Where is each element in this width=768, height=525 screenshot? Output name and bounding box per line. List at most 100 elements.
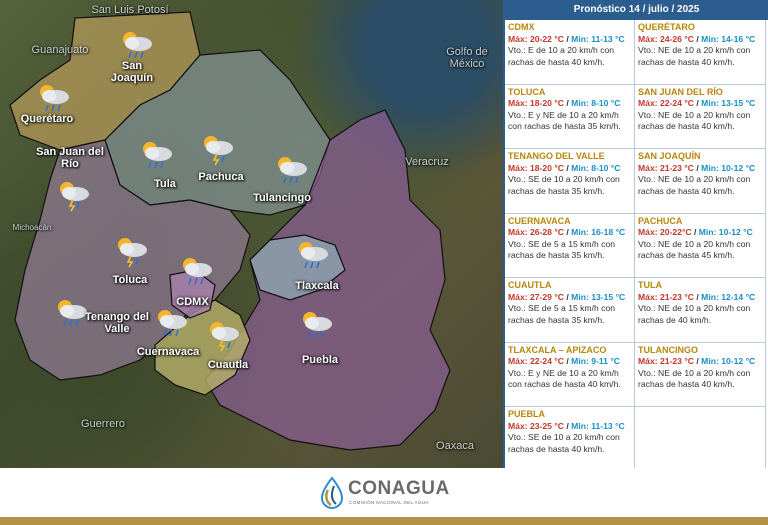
city-name: TLAXCALA – APIZACO [508, 344, 607, 355]
max-temp: Máx: 26-28 °C [508, 227, 564, 237]
label-guerrero: Guerrero [80, 418, 126, 430]
min-temp: Min: 11-13 °C [571, 33, 625, 44]
city-label-toluca: Toluca [112, 274, 148, 286]
forecast-cell: TOLUCA Máx: 18-20 °C / Min: 8-10 °C Vto.: … [505, 84, 635, 149]
temp-separator: / [563, 98, 572, 108]
city-name: CUAUTLA [508, 280, 552, 290]
temperature-line: Máx: 27-29 °C / Min: 13-15 °C [508, 292, 631, 304]
wind-text: Vto.: NE de 10 a 20 km/h con rachas de h… [638, 367, 751, 390]
max-temp: Máx: 20-22°C [638, 227, 692, 237]
weather-icon-san-joaquin [123, 32, 152, 59]
footer-gold-bar [0, 517, 768, 525]
city-name: PACHUCA [638, 215, 683, 226]
forecast-cell: TULANCINGO Máx: 21-23 °C / Min: 10-12 °C V… [635, 342, 766, 407]
forecast-cell: TLAXCALA – APIZACO Máx: 22-24 °C / Min: 9… [505, 342, 635, 407]
region-hidalgo [104, 49, 331, 216]
min-temp: Min: 10-12 °C [701, 162, 756, 173]
water-drop-icon [320, 476, 344, 510]
temperature-line: Máx: 21-23 °C / Min: 10-12 °C [638, 163, 762, 175]
wind-text: Vto.: SE de 10 a 20 km/h con rachas de h… [508, 174, 620, 196]
label-golfo: Golfo de México [446, 46, 488, 70]
temp-separator: / [563, 420, 572, 431]
city-name: PUEBLA [508, 409, 546, 419]
weather-icon-tula [143, 142, 172, 169]
temperature-line: Máx: 20-22 °C / Min: 11-13 °C [508, 34, 631, 46]
forecast-cell: PACHUCA Máx: 20-22°C / Min: 10-12 °C Vto.:… [635, 213, 766, 278]
temperature-line: Máx: 26-28 °C / Min: 16-18 °C [508, 227, 631, 239]
weather-icon-queretaro [40, 85, 69, 112]
logo-text: CONAGUA [348, 478, 450, 499]
city-name: TULA [638, 280, 662, 290]
min-temp: Min: 13-15 °C [701, 98, 756, 108]
wind-text: Vto.: E y NE de 10 a 20 km/h con rachas … [508, 367, 621, 390]
footer: CONAGUA COMISIÓN NACIONAL DEL AGUA [0, 468, 768, 525]
max-temp: Máx: 23-25 °C [508, 420, 564, 431]
wind-text: Vto.: E de 10 a 20 km/h con rachas de ha… [508, 45, 615, 67]
temp-separator: / [563, 291, 572, 302]
max-temp: Máx: 18-20 °C [508, 98, 564, 108]
wind-text: Vto.: SE de 5 a 15 km/h con rachas de ha… [508, 303, 616, 325]
max-temp: Máx: 22-24 °C [508, 356, 564, 366]
max-temp: Máx: 21-23 °C [638, 162, 694, 173]
forecast-cell: TULA Máx: 21-23 °C / Min: 12-14 °C Vto.: N… [635, 278, 766, 343]
label-oaxaca: Oaxaca [436, 440, 474, 452]
wind-text: Vto.: NE de 10 a 20 km/h con rachas de h… [638, 238, 751, 261]
forecast-date-header: Pronóstico 14 / julio / 2025 [505, 0, 768, 20]
min-temp: Min: 10-12 °C [701, 356, 756, 366]
temperature-line: Máx: 22-24 °C / Min: 13-15 °C [638, 98, 762, 110]
city-name: SAN JOAQUÍN [638, 151, 701, 161]
city-label-cuautla: Cuautla [207, 359, 249, 371]
forecast-cell: CUAUTLA Máx: 27-29 °C / Min: 13-15 °C Vto.… [505, 278, 635, 343]
wind-text: Vto.: NE de 10 a 20 km/h con rachas de h… [638, 174, 751, 196]
forecast-cell: CUERNAVACA Máx: 26-28 °C / Min: 16-18 °C V… [505, 213, 635, 278]
weather-icon-tlaxcala [299, 242, 328, 269]
city-label-cdmx: CDMX [176, 296, 209, 308]
wind-text: Vto.: E y NE de 10 a 20 km/h con rachas … [508, 109, 621, 132]
city-label-cuernavaca: Cuernavaca [136, 346, 200, 358]
temperature-line: Máx: 21-23 °C / Min: 10-12 °C [638, 356, 762, 368]
conagua-logo: CONAGUA COMISIÓN NACIONAL DEL AGUA [318, 476, 458, 512]
city-name: TENANGO DEL VALLE [508, 151, 605, 161]
forecast-cell: TENANGO DEL VALLE Máx: 18-20 °C / Min: 8-… [505, 149, 635, 214]
weather-icon-tenango [58, 300, 87, 327]
temp-separator: / [693, 291, 702, 302]
city-name: TULANCINGO [638, 344, 698, 355]
forecast-panel: Pronóstico 14 / julio / 2025 CDMX Máx: 20… [503, 0, 768, 472]
city-label-san-juan-del-rio: San Juan del Río [36, 146, 104, 170]
forecast-cell: CDMX Máx: 20-22 °C / Min: 11-13 °C Vto.: E… [505, 20, 635, 85]
city-label-tulancingo: Tulancingo [253, 192, 311, 204]
city-name: QUERÉTARO [638, 22, 695, 32]
forecast-cell: SAN JUAN DEL RÍO Máx: 22-24 °C / Min: 13-… [635, 84, 766, 149]
region-polygons [9, 11, 451, 451]
wind-text: Vto.: NE de 10 a 20 km/h con rachas de h… [638, 109, 751, 132]
temperature-line: Máx: 23-25 °C / Min: 11-13 °C [508, 421, 631, 433]
temperature-line: Máx: 18-20 °C / Min: 8-10 °C [508, 163, 631, 175]
min-temp: Min: 12-14 °C [701, 291, 756, 302]
wind-text: Vto.: NE de 10 a 20 km/h con rachas de 4… [638, 303, 751, 325]
min-temp: Min: 13-15 °C [571, 291, 626, 302]
label-san-luis-potosi: San Luis Potosí [91, 4, 169, 16]
wind-text: Vto.: SE de 5 a 15 km/h con rachas de ha… [508, 238, 616, 261]
min-temp: Min: 8-10 °C [571, 162, 621, 173]
max-temp: Máx: 21-23 °C [638, 291, 694, 302]
max-temp: Máx: 24-26 °C [638, 33, 694, 44]
temperature-line: Máx: 24-26 °C / Min: 14-16 °C [638, 34, 762, 46]
weather-icon-puebla [303, 312, 332, 339]
city-label-tula: Tula [154, 178, 176, 190]
forecast-map: San Luis Potosí Guanajuato Golfo de Méxi… [0, 0, 503, 468]
city-name: SAN JUAN DEL RÍO [638, 86, 723, 97]
temp-separator: / [693, 356, 702, 366]
wind-text: Vto.: SE de 10 a 20 km/h con rachas de h… [508, 432, 620, 454]
label-guanajuato: Guanajuato [31, 44, 89, 56]
weather-icon-san-juan-del-rio [60, 182, 89, 212]
city-label-tenango: Tenango del Valle [85, 311, 149, 335]
temperature-line: Máx: 22-24 °C / Min: 9-11 °C [508, 356, 631, 368]
temp-separator: / [693, 33, 702, 44]
forecast-cell [635, 407, 766, 472]
weather-icon-pachuca [204, 136, 233, 166]
max-temp: Máx: 18-20 °C [508, 162, 564, 173]
city-name: CUERNAVACA [508, 215, 571, 226]
city-name: CDMX [508, 22, 535, 32]
temperature-line: Máx: 18-20 °C / Min: 8-10 °C [508, 98, 631, 110]
temp-separator: / [563, 33, 572, 44]
